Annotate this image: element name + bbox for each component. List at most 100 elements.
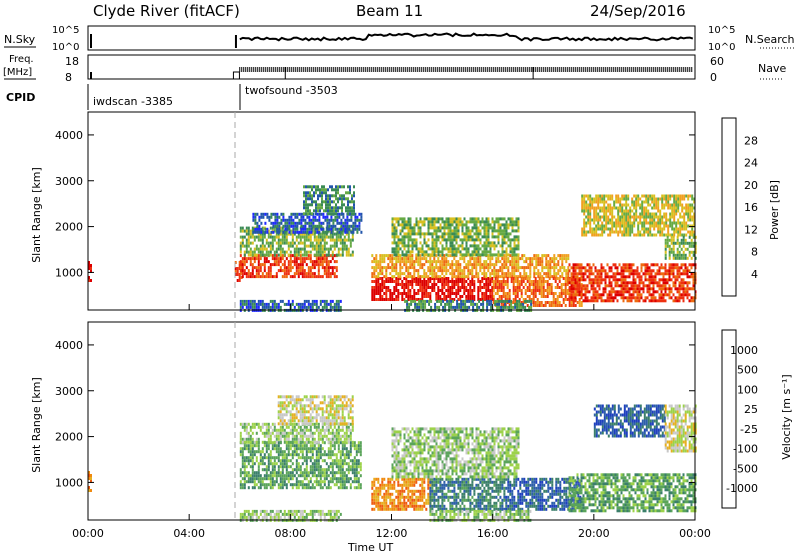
heatmap-cell — [343, 244, 346, 248]
heatmap-cell — [319, 257, 322, 261]
heatmap-cell — [88, 267, 90, 270]
heatmap-cell — [247, 272, 250, 276]
heatmap-cell — [319, 191, 321, 195]
heatmap-cell — [351, 232, 354, 236]
heatmap-cell — [611, 209, 614, 213]
heatmap-cell — [311, 260, 314, 264]
heatmap-cell — [609, 233, 612, 237]
heatmap-cell — [317, 197, 319, 201]
heatmap-cell — [648, 287, 651, 291]
heatmap-cell — [457, 269, 460, 273]
heatmap-cell — [441, 247, 444, 251]
heatmap-cell — [405, 235, 408, 239]
heatmap-cell — [636, 296, 639, 300]
heatmap-cell — [340, 227, 343, 231]
heatmap-cell — [283, 260, 286, 264]
heatmap-cell — [633, 206, 636, 210]
heatmap-cell — [320, 224, 323, 228]
heatmap-cell — [322, 221, 325, 225]
heatmap-cell — [505, 229, 508, 233]
heatmap-cell — [311, 272, 314, 276]
heatmap-cell — [431, 260, 434, 264]
heatmap-cell — [295, 247, 298, 251]
heatmap-cell — [592, 278, 595, 282]
heatmap-cell — [507, 275, 510, 279]
heatmap-cell — [546, 280, 549, 283]
heatmap-cell — [595, 233, 598, 237]
heatmap-cell — [520, 305, 523, 309]
heatmap-cell — [498, 289, 501, 292]
heatmap-cell — [646, 287, 649, 291]
heatmap-cell — [532, 280, 535, 283]
heatmap-cell — [297, 232, 300, 236]
heatmap-cell — [642, 287, 645, 291]
heatmap-cell — [509, 244, 512, 248]
heatmap-cell — [595, 200, 598, 204]
heatmap-cell — [427, 266, 430, 270]
heatmap-cell — [632, 290, 635, 294]
heatmap-cell — [305, 232, 308, 236]
heatmap-cell — [299, 238, 302, 242]
heatmap-cell — [303, 206, 305, 210]
heatmap-cell — [524, 305, 527, 309]
heatmap-cell — [283, 275, 286, 279]
heatmap-cell — [423, 277, 426, 280]
heatmap-cell — [260, 230, 263, 234]
heatmap-cell — [605, 224, 608, 228]
heatmap-cell — [625, 209, 628, 213]
heatmap-cell — [307, 266, 310, 270]
heatmap-cell — [670, 287, 673, 291]
heatmap-cell — [672, 244, 675, 248]
heatmap-cell — [439, 226, 442, 230]
heatmap-cell — [439, 254, 442, 258]
heatmap-cell — [348, 227, 351, 231]
heatmap-cell — [600, 266, 603, 270]
heatmap-cell — [263, 275, 266, 279]
heatmap-cell — [319, 203, 321, 207]
heatmap-cell — [431, 269, 434, 273]
heatmap-cell — [663, 206, 666, 210]
heatmap-cell — [325, 247, 328, 251]
heatmap-cell — [455, 260, 458, 264]
heatmap-cell — [399, 247, 402, 251]
heatmap-cell — [405, 223, 408, 227]
heatmap-cell — [676, 247, 679, 251]
heatmap-cell — [473, 266, 476, 270]
heatmap-cell — [391, 226, 394, 230]
heatmap-cell — [622, 299, 625, 303]
heatmap-cell — [305, 275, 308, 279]
heatmap-cell — [413, 269, 416, 273]
heatmap-cell — [481, 235, 484, 239]
heatmap-cell — [663, 224, 666, 228]
heatmap-cell — [614, 263, 617, 267]
heatmap-cell — [677, 233, 680, 237]
heatmap-cell — [397, 283, 400, 286]
heatmap-cell — [658, 287, 661, 291]
heatmap-cell — [289, 266, 292, 270]
heatmap-cell — [684, 281, 687, 285]
heatmap-cell — [613, 203, 616, 207]
heatmap-cell — [435, 235, 438, 239]
heatmap-cell — [635, 200, 638, 204]
heatmap-cell — [423, 253, 426, 257]
heatmap-cell — [349, 191, 351, 195]
heatmap-cell — [582, 272, 585, 276]
heatmap-cell — [283, 266, 286, 270]
heatmap-cell — [245, 238, 248, 242]
heatmap-cell — [586, 299, 589, 303]
heatmap-cell — [497, 257, 500, 261]
heatmap-cell — [272, 224, 275, 228]
heatmap-cell — [343, 203, 345, 207]
heatmap-cell — [90, 480, 92, 483]
heatmap-cell — [597, 203, 600, 207]
heatmap-cell — [506, 283, 509, 286]
heatmap-cell — [395, 217, 398, 221]
heatmap-cell — [503, 241, 506, 245]
heatmap-cell — [566, 277, 569, 280]
heatmap-cell — [670, 238, 673, 242]
heatmap-cell — [561, 272, 564, 276]
heatmap-cell — [594, 287, 597, 291]
heatmap-cell — [572, 287, 575, 291]
heatmap-cell — [323, 254, 326, 258]
heatmap-cell — [665, 212, 668, 216]
